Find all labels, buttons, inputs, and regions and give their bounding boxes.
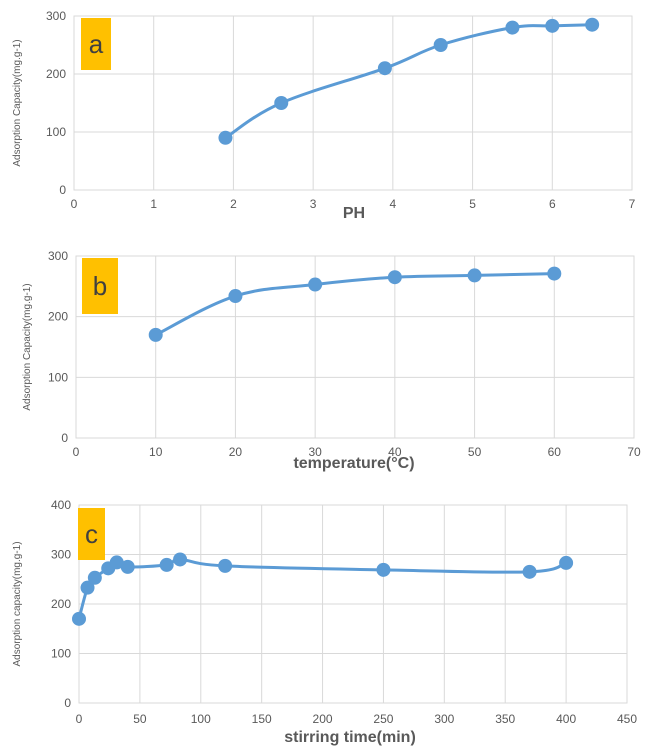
y-tick-label: 300 [48,249,68,263]
y-tick-label: 100 [46,125,66,139]
y-tick-label: 200 [48,310,68,324]
panel-label-box [81,18,111,70]
chart-panel-b: 0 10 20 30 40 50 60 70 0 100 200 300 b temperature(°C… [22,249,641,472]
data-point [377,61,392,76]
data-point [433,38,448,52]
x-tick-label: 0 [73,445,80,459]
x-tick-label: 0 [76,712,83,726]
x-tick-label: 100 [191,712,211,726]
x-axis-label: stirring time(min) [284,729,416,746]
data-point [218,558,233,573]
data-point [522,564,537,579]
x-tick-label: 70 [627,445,641,459]
chart-panel-c: 0 50 100 150 200 250 300 350 400 450 0 100 200 300 400… [12,498,637,746]
data-point [80,580,95,595]
x-tick-label: 3 [310,197,317,211]
x-tick-label: 40 [388,445,402,459]
y-tick-label: 100 [48,370,68,384]
x-tick-label: 30 [308,445,322,459]
data-point [228,289,243,304]
y-tick-label: 0 [64,696,71,710]
x-tick-label: 250 [373,712,393,726]
plot-area [73,15,633,191]
y-tick-label: 300 [46,9,66,23]
y-tick-label: 100 [51,647,71,661]
y-tick-label: 300 [51,548,71,562]
data-point [173,552,188,567]
data-point [148,327,163,342]
y-tick-label: 0 [61,431,68,445]
x-tick-label: 6 [549,197,556,211]
y-axis-label: Adsorption capacity(mg.g-1) [12,541,23,666]
series-line [224,23,593,140]
panel-label-box [78,508,105,560]
x-tick-label: 4 [390,197,397,211]
x-tick-label: 150 [252,712,272,726]
panel-label: a [89,29,104,59]
x-tick-label: 350 [495,712,515,726]
data-point [109,555,124,570]
plot-area [75,255,635,439]
x-tick-label: 200 [313,712,333,726]
x-tick-label: 60 [548,445,562,459]
x-tick-label: 400 [556,712,576,726]
data-point [505,20,520,35]
x-tick-label: 50 [468,445,482,459]
x-tick-label: 5 [469,197,476,211]
x-axis-label: temperature(°C) [293,455,414,472]
data-point [120,559,135,574]
data-point [87,570,102,585]
data-point [547,266,562,281]
panel-label-box [82,258,118,314]
y-tick-label: 0 [59,183,66,197]
panel-label: c [85,519,98,549]
data-point [467,268,482,283]
y-tick-label: 200 [46,67,66,81]
data-point [559,555,574,570]
y-axis-label: Adsorption Capacity(mg.g-1) [22,283,33,410]
data-point [218,130,233,145]
panel-label: b [93,271,107,301]
data-point [387,270,402,285]
y-axis-label: Adsorption Capacity(mg.g-1) [12,39,23,166]
x-tick-label: 50 [133,712,147,726]
x-tick-label: 2 [230,197,237,211]
data-point [274,96,289,110]
x-tick-label: 10 [149,445,163,459]
data-point [159,557,174,572]
y-tick-label: 400 [51,498,71,512]
x-tick-label: 1 [150,197,157,211]
x-tick-label: 450 [617,712,637,726]
chart-panel-a: 0 1 2 3 4 5 6 7 0 100 200 300 a PH Adsorption Capacity… [12,9,636,222]
series-line [155,272,555,337]
x-tick-label: 0 [71,197,78,211]
x-axis-label: PH [343,205,365,222]
data-point [72,611,86,626]
x-tick-label: 300 [434,712,454,726]
data-point [545,18,560,33]
y-tick-label: 200 [51,597,71,611]
data-point [308,277,323,292]
data-point [585,17,600,32]
data-point [376,562,391,577]
x-tick-label: 7 [629,197,636,211]
x-tick-label: 20 [229,445,243,459]
